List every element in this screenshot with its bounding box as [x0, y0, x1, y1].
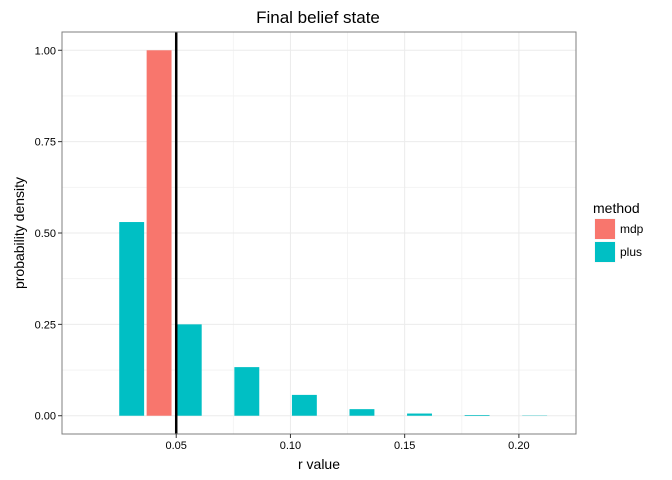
y-tick-label: 0.00	[35, 411, 56, 423]
x-tick-label: 0.20	[508, 440, 529, 452]
x-tick-label: 0.10	[280, 440, 301, 452]
bar-mdp	[146, 50, 172, 416]
bar-plus	[349, 409, 375, 416]
legend-title: method	[593, 200, 640, 216]
x-tick-label: 0.05	[166, 440, 187, 452]
bar-plus	[407, 413, 432, 416]
x-axis: 0.05 0.10 0.15 0.20	[166, 434, 530, 452]
legend-swatch-mdp	[595, 219, 615, 239]
x-tick-label: 0.15	[394, 440, 415, 452]
y-tick-label: 0.75	[35, 137, 56, 149]
legend-label-plus: plus	[620, 245, 642, 259]
y-axis: 0.00 0.25 0.50 0.75 1.00	[35, 45, 62, 423]
bar-plus	[234, 367, 260, 416]
legend-items: mdp plus	[593, 217, 644, 264]
bar-plus	[464, 414, 490, 416]
legend: method mdp plus	[593, 200, 644, 264]
y-tick-label: 0.25	[35, 319, 56, 331]
x-axis-label: r value	[298, 456, 340, 472]
y-tick-label: 0.50	[35, 228, 56, 240]
chart-title: Final belief state	[256, 8, 380, 27]
bar-plus	[176, 324, 202, 416]
legend-label-mdp: mdp	[620, 222, 644, 236]
bars	[119, 50, 548, 416]
bar-plus	[119, 222, 145, 416]
legend-swatch-plus	[595, 242, 615, 262]
bar-plus	[291, 394, 317, 416]
y-tick-label: 1.00	[35, 45, 56, 57]
y-axis-label: probability density	[11, 177, 27, 289]
